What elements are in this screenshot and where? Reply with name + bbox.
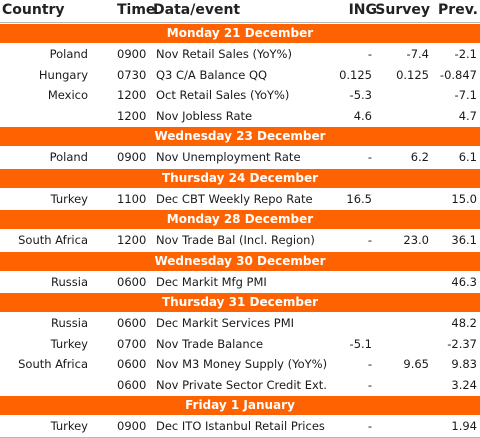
cell-country: Russia [51,313,88,334]
table-header: Country Time Data/event ING Survey Prev. [0,0,480,23]
date-section-header: Wednesday 30 December [0,251,480,272]
header-event: Data/event [153,2,240,18]
cell-event: Oct Retail Sales (YoY%) [156,85,289,106]
cell-survey: 0.125 [396,65,429,86]
cell-time: 0600 [117,375,146,396]
table-row: Poland 0900 Nov Unemployment Rate - 6.2 6.1 [0,147,480,168]
cell-country: Russia [51,272,88,293]
cell-event: Nov Trade Balance [156,334,263,355]
cell-prev: 6.1 [459,147,477,168]
cell-event: Q3 C/A Balance QQ [156,65,267,86]
table-row: South Africa 1200 Nov Trade Bal (Incl. Reg… [0,230,480,251]
table-row: Hungary 0730 Q3 C/A Balance QQ 0.125 0.125 -0… [0,65,480,86]
cell-country: Poland [50,147,88,168]
cell-prev: -7.1 [455,85,477,106]
cell-prev: -2.1 [455,44,477,65]
cell-event: Nov Unemployment Rate [156,147,301,168]
header-time: Time [117,2,155,18]
cell-time: 1200 [117,230,146,251]
table-row: 0600 Nov Private Sector Credit Ext. - 3.24 [0,375,480,396]
cell-prev: 1.94 [451,416,477,437]
table-row: Turkey 0900 Dec ITO Istanbul Retail Prices… [0,416,480,438]
cell-event: Dec CBT Weekly Repo Rate [156,189,313,210]
cell-prev: 36.1 [451,230,477,251]
cell-prev: 4.7 [459,106,477,127]
cell-time: 0900 [117,147,146,168]
cell-prev: 15.0 [451,189,477,210]
cell-country: Mexico [48,85,88,106]
cell-country: Hungary [39,65,88,86]
cell-time: 1100 [117,189,146,210]
table-row: Russia 0600 Dec Markit Mfg PMI 46.3 [0,272,480,293]
date-section-header: Thursday 24 December [0,168,480,189]
header-survey: Survey [375,2,430,18]
cell-ing: - [368,147,372,168]
cell-time: 0900 [117,44,146,65]
table-body: Monday 21 December Poland 0900 Nov Retail S… [0,23,480,438]
cell-event: Dec ITO Istanbul Retail Prices [156,416,325,437]
cell-country: Turkey [51,334,88,355]
cell-country: Poland [50,44,88,65]
date-section-header: Thursday 31 December [0,292,480,313]
date-section-header: Wednesday 23 December [0,126,480,147]
cell-prev: 46.3 [451,272,477,293]
cell-time: 0600 [117,354,146,375]
cell-ing: 4.6 [354,106,372,127]
cell-ing: -5.3 [350,85,372,106]
table-row: Russia 0600 Dec Markit Services PMI 48.2 [0,313,480,334]
cell-ing: -5.1 [350,334,372,355]
cell-prev: 3.24 [451,375,477,396]
header-ing: ING [349,2,377,18]
cell-event: Nov M3 Money Supply (YoY%) [156,354,327,375]
cell-time: 1200 [117,85,146,106]
cell-prev: 48.2 [451,313,477,334]
cell-survey: 23.0 [403,230,429,251]
cell-event: Nov Private Sector Credit Ext. [156,375,327,396]
date-section-header: Friday 1 January [0,395,480,416]
table-row: Turkey 1100 Dec CBT Weekly Repo Rate 16.5 15… [0,189,480,210]
cell-time: 1200 [117,106,146,127]
cell-prev: -0.847 [440,65,477,86]
cell-country: Turkey [51,189,88,210]
cell-event: Dec Markit Services PMI [156,313,294,334]
cell-country: Turkey [51,416,88,437]
cell-ing: - [368,354,372,375]
cell-ing: - [368,230,372,251]
cell-time: 0700 [117,334,146,355]
cell-survey: 9.65 [403,354,429,375]
cell-event: Nov Trade Bal (Incl. Region) [156,230,315,251]
cell-ing: 0.125 [339,65,372,86]
cell-country: South Africa [18,230,88,251]
cell-prev: -2.37 [447,334,477,355]
table-row: Mexico 1200 Oct Retail Sales (YoY%) -5.3 -7.… [0,85,480,106]
cell-ing: - [368,416,372,437]
cell-survey: -7.4 [407,44,429,65]
cell-time: 0730 [117,65,146,86]
cell-prev: 9.83 [451,354,477,375]
date-section-header: Monday 28 December [0,209,480,230]
header-country: Country [2,2,65,18]
cell-time: 0600 [117,313,146,334]
cell-survey: 6.2 [411,147,429,168]
header-prev: Prev. [438,2,478,18]
cell-ing: - [368,44,372,65]
table-row: 1200 Nov Jobless Rate 4.6 4.7 [0,106,480,127]
table-row: Poland 0900 Nov Retail Sales (YoY%) - -7.4 -2… [0,44,480,65]
cell-ing: 16.5 [346,189,372,210]
date-section-header: Monday 21 December [0,23,480,44]
table-row: Turkey 0700 Nov Trade Balance -5.1 -2.37 [0,334,480,355]
cell-event: Nov Retail Sales (YoY%) [156,44,292,65]
cell-time: 0600 [117,272,146,293]
table-row: South Africa 0600 Nov M3 Money Supply (YoY… [0,354,480,375]
cell-event: Dec Markit Mfg PMI [156,272,267,293]
cell-ing: - [368,375,372,396]
cell-event: Nov Jobless Rate [156,106,252,127]
cell-time: 0900 [117,416,146,437]
cell-country: South Africa [18,354,88,375]
